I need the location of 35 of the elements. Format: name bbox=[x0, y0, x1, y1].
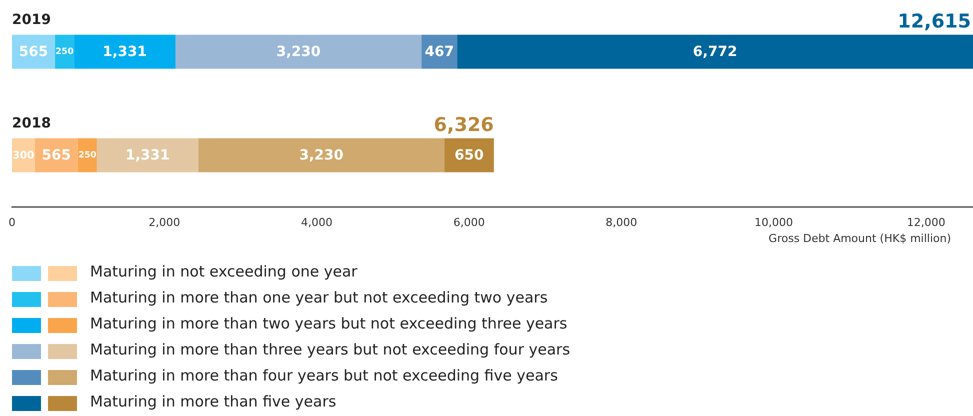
bar bbox=[74, 34, 176, 69]
data-label: 650 bbox=[454, 147, 484, 164]
legend-label: Maturing in more than one year but not exceeding two years bbox=[90, 288, 548, 306]
legend-label: Maturing in more than two years but not exceeding three years bbox=[90, 314, 568, 332]
bar bbox=[175, 34, 422, 69]
bar bbox=[96, 138, 198, 172]
legend-label: Maturing in more than three years but not exceeding four years bbox=[90, 340, 570, 358]
data-label: 250 bbox=[78, 150, 96, 160]
x-tick-label: 4,000 bbox=[300, 216, 332, 229]
data-label: 300 bbox=[12, 149, 34, 162]
data-label: 467 bbox=[424, 44, 454, 60]
x-tick-label: 8,000 bbox=[606, 216, 638, 229]
total-label: 6,326 bbox=[434, 114, 494, 136]
data-label: 250 bbox=[56, 46, 74, 57]
legend-label: Maturing in not exceeding one year bbox=[90, 262, 358, 280]
data-label: 3,230 bbox=[299, 147, 344, 164]
y-tick-label: 2018 bbox=[12, 115, 51, 132]
x-tick-label: 6,000 bbox=[453, 216, 485, 229]
x-axis-title: Gross Debt Amount (HK$ million) bbox=[768, 232, 951, 245]
legend-label: Maturing in more than four years but not exceeding five years bbox=[90, 366, 558, 384]
bar bbox=[198, 138, 444, 172]
data-label: 6,772 bbox=[692, 44, 738, 60]
data-label: 565 bbox=[18, 44, 48, 60]
y-tick-label: 2019 bbox=[12, 12, 51, 28]
x-tick-label: 2,000 bbox=[148, 216, 180, 229]
x-tick-label: 12,000 bbox=[906, 216, 946, 229]
data-label: 1,331 bbox=[102, 44, 147, 60]
bar bbox=[457, 34, 973, 69]
data-label: 3,230 bbox=[276, 44, 321, 60]
data-label: 1,331 bbox=[125, 147, 170, 164]
data-label: 565 bbox=[42, 147, 71, 164]
x-tick-label: 0 bbox=[8, 216, 16, 229]
legend-label: Maturing in more than five years bbox=[90, 392, 336, 410]
x-tick-label: 10,000 bbox=[754, 216, 794, 229]
total-label: 12,615 bbox=[898, 10, 971, 32]
